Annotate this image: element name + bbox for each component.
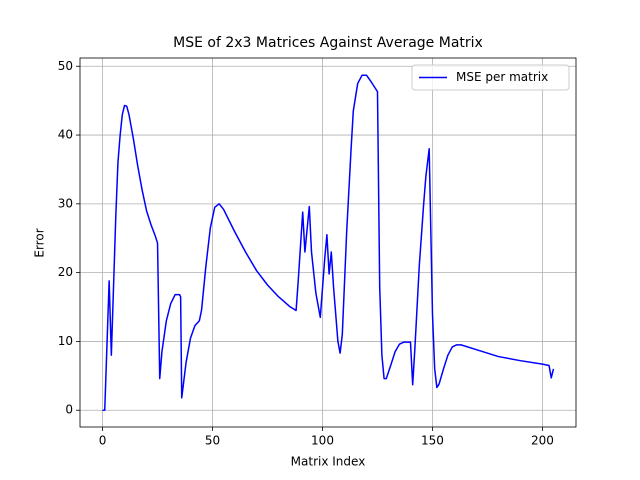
chart-title: MSE of 2x3 Matrices Against Average Matr… <box>173 35 483 51</box>
x-tick-label: 0 <box>99 434 107 448</box>
x-tick-label: 150 <box>421 434 444 448</box>
y-tick-label: 0 <box>65 403 73 417</box>
y-tick-label: 40 <box>58 128 73 142</box>
plot-frame <box>79 57 577 428</box>
legend-label: MSE per matrix <box>456 70 548 84</box>
y-tick-label: 20 <box>58 265 73 279</box>
x-tick-label: 200 <box>531 434 554 448</box>
y-tick-label: 50 <box>58 59 73 73</box>
data-line <box>102 74 555 411</box>
y-tick-label: 10 <box>58 334 73 348</box>
y-tick-label: 30 <box>58 196 73 210</box>
x-axis-label: Matrix Index <box>291 455 366 469</box>
y-axis-label: Error <box>33 228 47 257</box>
legend-box <box>411 64 570 91</box>
x-tick-label: 50 <box>205 434 220 448</box>
x-tick-label: 100 <box>311 434 334 448</box>
